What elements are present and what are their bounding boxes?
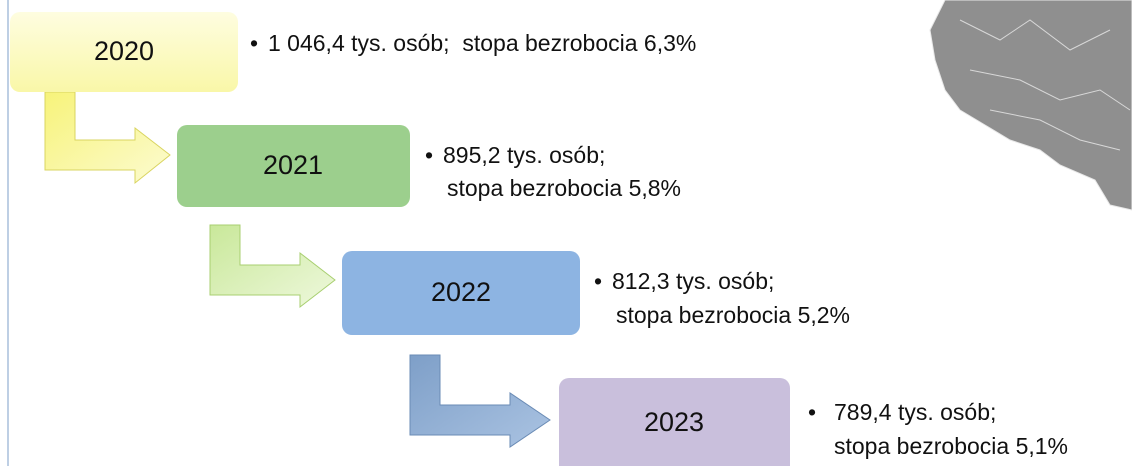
- year-label: 2020: [94, 36, 154, 66]
- year-label: 2021: [263, 150, 323, 180]
- description: 895,2 tys. osób;: [443, 142, 605, 168]
- year-label: 2022: [431, 277, 491, 307]
- bullet: •: [425, 142, 433, 168]
- description: stopa bezrobocia 5,2%: [616, 302, 850, 328]
- year-box: [559, 378, 790, 466]
- arrow: [409, 354, 551, 448]
- year-box: [177, 125, 410, 207]
- arrow: [44, 91, 171, 185]
- bullet: •: [250, 30, 258, 56]
- description: 1 046,4 tys. osób; stopa bezrobocia 6,3%: [268, 30, 696, 56]
- description: stopa bezrobocia 5,1%: [834, 433, 1068, 459]
- arrow: [209, 224, 336, 309]
- map: [929, 0, 1132, 211]
- year-label: 2023: [644, 407, 704, 437]
- bullet: •: [808, 399, 816, 425]
- bullet: •: [594, 268, 602, 294]
- description: 812,3 tys. osób;: [612, 268, 774, 294]
- map-borders: [959, 19, 1131, 151]
- year-box: [342, 251, 580, 335]
- year-box: [10, 12, 238, 92]
- description: stopa bezrobocia 5,8%: [447, 175, 681, 201]
- description: 789,4 tys. osób;: [834, 399, 996, 425]
